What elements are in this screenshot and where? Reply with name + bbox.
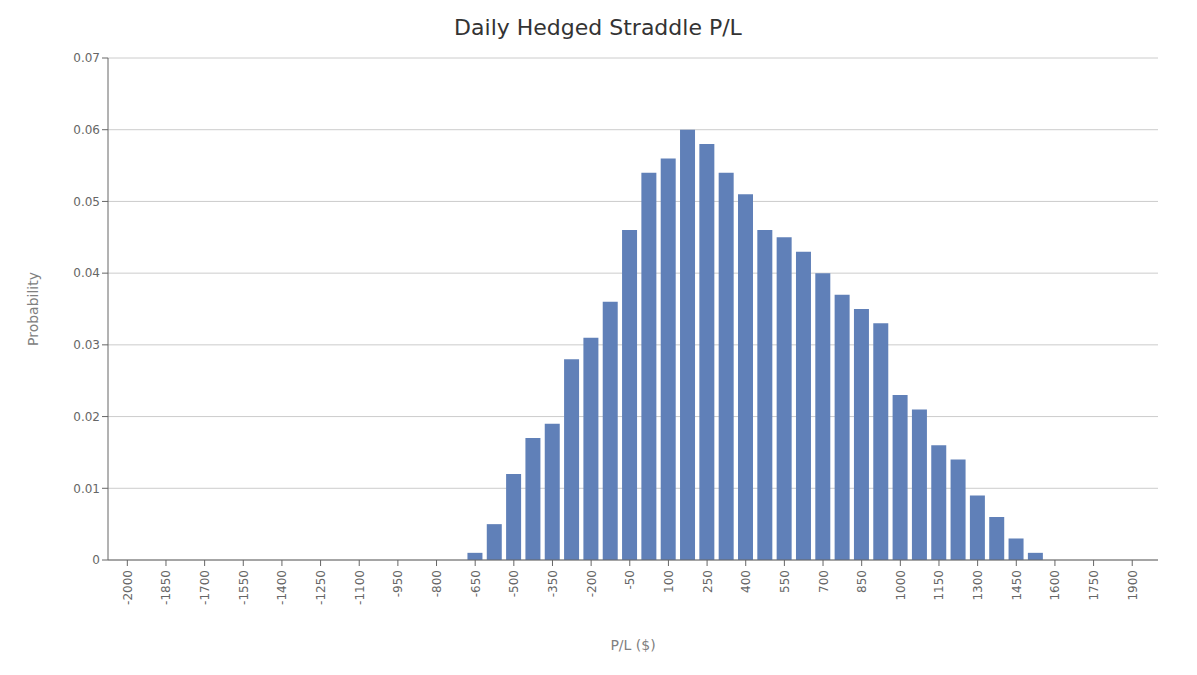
svg-text:-350: -350 <box>546 570 560 597</box>
svg-text:-200: -200 <box>585 570 599 597</box>
svg-text:400: 400 <box>739 570 753 593</box>
svg-text:0.07: 0.07 <box>73 51 100 65</box>
svg-text:-1400: -1400 <box>275 570 289 605</box>
svg-text:-50: -50 <box>623 570 637 590</box>
svg-text:P/L ($): P/L ($) <box>610 637 655 653</box>
svg-text:Probability: Probability <box>25 272 41 346</box>
svg-text:-2000: -2000 <box>121 570 135 605</box>
svg-text:250: 250 <box>701 570 715 593</box>
svg-text:0.06: 0.06 <box>73 123 100 137</box>
svg-text:850: 850 <box>855 570 869 593</box>
svg-text:-650: -650 <box>469 570 483 597</box>
svg-text:550: 550 <box>778 570 792 593</box>
svg-text:700: 700 <box>817 570 831 593</box>
svg-text:-1250: -1250 <box>314 570 328 605</box>
svg-text:0.03: 0.03 <box>73 338 100 352</box>
svg-text:0.01: 0.01 <box>73 482 100 496</box>
html-text:Daily Hedged Straddle P/L: Daily Hedged Straddle P/L <box>454 15 742 40</box>
svg-text:100: 100 <box>662 570 676 593</box>
svg-text:-1550: -1550 <box>237 570 251 605</box>
svg-text:1900: 1900 <box>1126 570 1140 601</box>
svg-text:1300: 1300 <box>971 570 985 601</box>
svg-text:-1850: -1850 <box>159 570 173 605</box>
svg-text:0.02: 0.02 <box>73 410 100 424</box>
svg-text:1750: 1750 <box>1087 570 1101 601</box>
svg-text:0.04: 0.04 <box>73 266 100 280</box>
svg-text:-950: -950 <box>391 570 405 597</box>
svg-text:1150: 1150 <box>933 570 947 601</box>
svg-text:1600: 1600 <box>1048 570 1062 601</box>
svg-text:-1700: -1700 <box>198 570 212 605</box>
svg-text:1450: 1450 <box>1010 570 1024 601</box>
svg-text:0.05: 0.05 <box>73 195 100 209</box>
svg-text:-800: -800 <box>430 570 444 597</box>
svg-text:-1100: -1100 <box>353 570 367 605</box>
svg-text:0: 0 <box>92 553 100 567</box>
svg-text:1000: 1000 <box>894 570 908 601</box>
svg-text:-500: -500 <box>507 570 521 597</box>
